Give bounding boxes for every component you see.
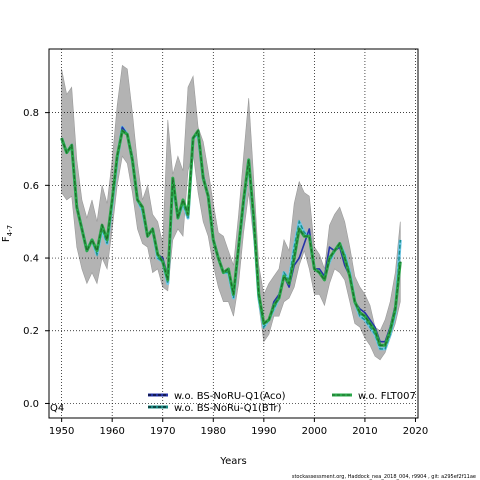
x-tick-label: 2000 [302, 426, 327, 437]
series-layer [60, 125, 402, 351]
x-tick-label: 2010 [352, 426, 377, 437]
x-tick-label: 1960 [99, 426, 124, 437]
y-tick-label: 0.8 [23, 108, 39, 119]
legend-item: w.o. BS-NoRU-Q1(Aco) [148, 391, 286, 402]
footer-text: stockassessment.org, Haddock_nea_2018_00… [292, 474, 476, 480]
legend-label: w.o. FLT007 [358, 391, 416, 402]
y-axis-label: F4-7 [1, 225, 14, 242]
legend: w.o. BS-NoRU-Q1(Aco)w.o. BS-NoRu-Q1(BTr)… [148, 391, 416, 414]
x-axis-label: Years [219, 456, 246, 467]
x-tick-label: 1950 [49, 426, 74, 437]
quarter-label: Q4 [50, 403, 64, 414]
y-tick-label: 0.0 [23, 399, 39, 410]
confidence-band-layer [61, 64, 401, 361]
legend-item: w.o. BS-NoRu-Q1(BTr) [148, 403, 282, 414]
x-tick-label: 2020 [403, 426, 428, 437]
tick-layer: 1950 1960 1970 1980 1990 2000 2010 2020 0.0 0.2 0.… [23, 108, 428, 437]
svg-text:F4-7: F4-7 [1, 225, 14, 242]
y-tick-label: 0.6 [23, 181, 39, 192]
y-tick-label: 0.4 [23, 254, 39, 265]
y-axis-label-main: F [1, 236, 12, 242]
series-line-flt007 [61, 129, 401, 346]
x-tick-label: 1970 [150, 426, 175, 437]
y-axis-label-subscript: 4-7 [6, 225, 14, 236]
confidence-band [61, 64, 401, 361]
legend-label: w.o. BS-NoRU-Q1(Aco) [174, 391, 286, 402]
y-tick-label: 0.2 [23, 326, 39, 337]
x-tick-label: 1980 [201, 426, 226, 437]
legend-label: w.o. BS-NoRu-Q1(BTr) [174, 403, 282, 414]
plot-frame [48, 48, 419, 419]
x-tick-label: 1990 [251, 426, 276, 437]
legend-item: w.o. FLT007 [332, 391, 416, 402]
